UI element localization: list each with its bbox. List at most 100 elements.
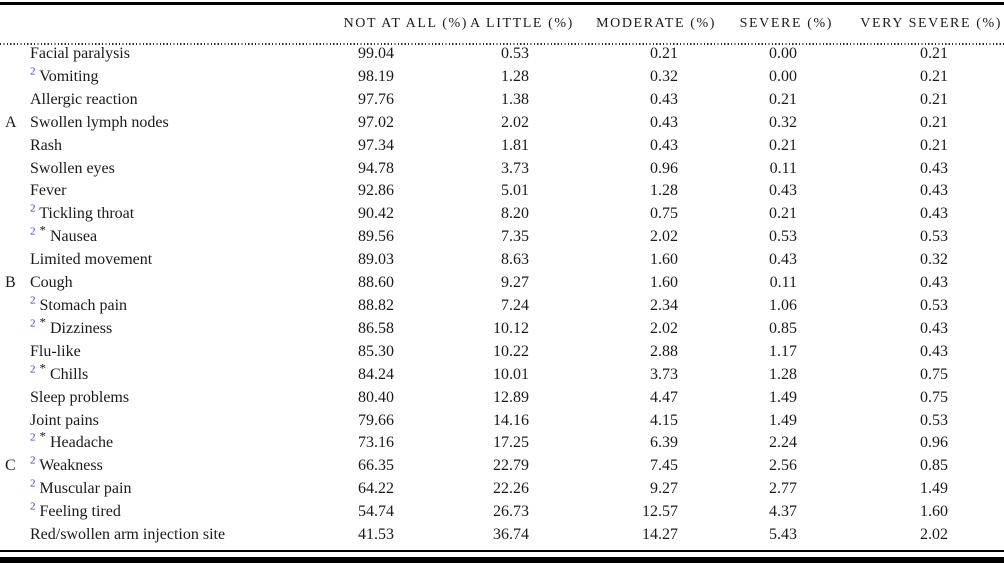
symptom-name: Weakness: [39, 457, 103, 475]
value-cell: 97.76: [358, 90, 394, 108]
table-row: Allergic reaction 97.76 1.38 0.43 0.21 0.21: [0, 89, 1004, 112]
table-row: Red/swollen arm injection site 41.53 36.74…: [0, 524, 1004, 547]
group-label: [0, 501, 26, 524]
symptom-name: Stomach pain: [39, 296, 128, 314]
value-cell: 0.75: [920, 365, 948, 383]
value-cell: 84.24: [358, 365, 394, 383]
value-cell: 0.43: [920, 159, 948, 177]
symptom-name: Swollen eyes: [30, 159, 115, 177]
table-row: 2 * Dizziness 86.58 10.12 2.02 0.85 0.43: [0, 318, 1004, 341]
value-cell: 0.21: [769, 90, 797, 108]
footnote-2-marker: 2: [30, 203, 36, 216]
value-cell: 0.96: [650, 159, 678, 177]
symptom-cell: Rash: [26, 135, 290, 158]
group-label: [0, 341, 26, 364]
symptom-name: Flu-like: [30, 342, 81, 360]
group-label: [0, 203, 26, 226]
value-cell: 0.85: [769, 319, 797, 337]
table-body: Facial paralysis 99.04 0.53 0.21 0.00 0.21 2 V…: [0, 43, 1004, 547]
footnote-2-marker: 2: [30, 294, 36, 307]
table-row: 2 Muscular pain 64.22 22.26 9.27 2.77 1.49: [0, 478, 1004, 501]
symptom-cell: 2 * Chills: [26, 364, 290, 387]
value-cell: 0.43: [920, 182, 948, 200]
group-label: [0, 318, 26, 341]
symptom-severity-table: NOT AT ALL (%) A LITTLE (%) MODERATE (%)…: [0, 5, 1004, 547]
col-header-moderate: MODERATE (%): [596, 16, 716, 31]
value-cell: 1.60: [650, 274, 678, 292]
value-cell: 0.53: [920, 296, 948, 314]
group-label: [0, 66, 26, 89]
value-cell: 7.45: [650, 457, 678, 475]
value-cell: 0.43: [650, 136, 678, 154]
value-cell: 73.16: [358, 434, 394, 452]
value-cell: 0.75: [920, 388, 948, 406]
group-label: [0, 410, 26, 433]
value-cell: 0.21: [650, 45, 678, 62]
value-cell: 97.34: [358, 136, 394, 154]
group-label: B: [5, 274, 16, 292]
value-cell: 0.43: [650, 113, 678, 131]
footnote-2-marker: 2: [30, 501, 36, 513]
value-cell: 9.27: [501, 274, 529, 292]
value-cell: 98.19: [358, 67, 394, 85]
value-cell: 79.66: [358, 411, 394, 429]
group-label: [0, 387, 26, 410]
table-row: 2 Vomiting 98.19 1.28 0.32 0.00 0.21: [0, 66, 1004, 89]
value-cell: 14.16: [493, 411, 529, 429]
value-cell: 0.32: [920, 251, 948, 269]
symptom-cell: 2 * Headache: [26, 432, 290, 455]
value-cell: 1.17: [769, 342, 797, 360]
value-cell: 2.34: [650, 296, 678, 314]
value-cell: 1.81: [501, 136, 529, 154]
group-label: [0, 478, 26, 501]
footnote-2-marker: 2: [30, 432, 36, 445]
value-cell: 4.47: [650, 388, 678, 406]
value-cell: 0.21: [920, 90, 948, 108]
value-cell: 0.32: [769, 113, 797, 131]
value-cell: 9.27: [650, 480, 678, 498]
footnote-2-marker: 2: [30, 455, 36, 467]
value-cell: 41.53: [358, 526, 394, 544]
symptom-column-header-empty: [0, 5, 290, 43]
asterisk-marker: *: [39, 226, 47, 238]
symptom-cell: 2 * Dizziness: [26, 318, 290, 341]
value-cell: 5.01: [501, 182, 529, 200]
value-cell: 0.43: [769, 182, 797, 200]
value-cell: 2.77: [769, 480, 797, 498]
symptom-cell: 2 Weakness: [26, 455, 290, 478]
value-cell: 0.11: [769, 159, 797, 177]
footnote-2-marker: 2: [30, 317, 36, 330]
table-row: 2 Tickling throat 90.42 8.20 0.75 0.21 0.43: [0, 203, 1004, 226]
value-cell: 0.43: [920, 205, 948, 223]
symptom-cell: Flu-like: [26, 341, 290, 364]
group-label: A: [5, 113, 17, 131]
table-row: Fever 92.86 5.01 1.28 0.43 0.43: [0, 180, 1004, 203]
value-cell: 12.57: [642, 503, 678, 521]
symptom-cell: Fever: [26, 180, 290, 203]
symptom-name: Vomiting: [39, 67, 99, 85]
table-row: A Swollen lymph nodes 97.02 2.02 0.43 0.32 0.2…: [0, 112, 1004, 135]
symptom-cell: Facial paralysis: [26, 43, 290, 66]
value-cell: 0.43: [920, 319, 948, 337]
symptom-name: Sleep problems: [30, 388, 130, 406]
value-cell: 90.42: [358, 205, 394, 223]
value-cell: 0.00: [769, 45, 797, 62]
table-top-rule: [0, 2, 1004, 5]
symptom-name: Red/swollen arm injection site: [30, 526, 226, 544]
group-label: C: [5, 457, 16, 475]
value-cell: 2.02: [501, 113, 529, 131]
value-cell: 0.75: [650, 205, 678, 223]
table-row: Joint pains 79.66 14.16 4.15 1.49 0.53: [0, 410, 1004, 433]
table-row: 2 Stomach pain 88.82 7.24 2.34 1.06 0.53: [0, 295, 1004, 318]
value-cell: 5.43: [769, 526, 797, 544]
group-label: [0, 432, 26, 455]
table-row: 2 * Headache 73.16 17.25 6.39 2.24 0.96: [0, 432, 1004, 455]
value-cell: 26.73: [493, 503, 529, 521]
symptom-name: Nausea: [50, 228, 98, 246]
value-cell: 2.02: [650, 319, 678, 337]
value-cell: 88.82: [358, 296, 394, 314]
symptom-cell: Swollen eyes: [26, 158, 290, 181]
footnote-2-marker: 2: [30, 65, 36, 78]
value-cell: 80.40: [358, 388, 394, 406]
asterisk-marker: *: [39, 317, 47, 330]
